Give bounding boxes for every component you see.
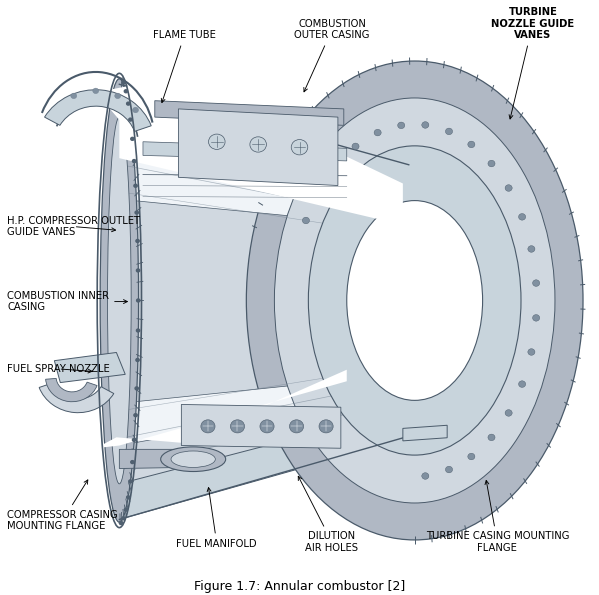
Circle shape: [126, 101, 131, 106]
Ellipse shape: [171, 451, 215, 468]
Circle shape: [132, 159, 137, 163]
Polygon shape: [119, 158, 415, 228]
Circle shape: [250, 137, 267, 152]
Polygon shape: [179, 109, 338, 186]
Circle shape: [533, 315, 540, 321]
Text: FUEL SPRAY NOZZLE: FUEL SPRAY NOZZLE: [7, 364, 110, 374]
Circle shape: [289, 420, 304, 433]
Wedge shape: [44, 90, 151, 131]
Polygon shape: [55, 352, 125, 383]
Circle shape: [71, 93, 77, 99]
Circle shape: [115, 93, 120, 99]
Circle shape: [201, 420, 215, 433]
Circle shape: [316, 188, 322, 195]
Polygon shape: [96, 369, 347, 448]
Circle shape: [136, 298, 141, 303]
Circle shape: [128, 479, 133, 484]
Circle shape: [231, 420, 244, 433]
Circle shape: [135, 239, 140, 243]
Polygon shape: [119, 84, 415, 194]
Circle shape: [519, 381, 526, 387]
Circle shape: [446, 128, 453, 134]
Wedge shape: [39, 383, 114, 413]
Circle shape: [121, 80, 126, 85]
Ellipse shape: [100, 79, 138, 522]
Text: FLAME TUBE: FLAME TUBE: [153, 30, 216, 102]
Circle shape: [93, 88, 99, 93]
Ellipse shape: [161, 447, 226, 471]
Polygon shape: [119, 449, 184, 468]
Text: COMBUSTION INNER
CASING: COMBUSTION INNER CASING: [7, 291, 128, 312]
Circle shape: [319, 420, 333, 433]
Polygon shape: [96, 76, 403, 225]
Polygon shape: [155, 101, 344, 126]
Circle shape: [128, 117, 133, 122]
Polygon shape: [403, 425, 447, 441]
Circle shape: [123, 89, 128, 93]
Circle shape: [332, 163, 339, 170]
Text: DILUTION
AIR HOLES: DILUTION AIR HOLES: [298, 476, 358, 553]
Ellipse shape: [274, 98, 555, 503]
Circle shape: [260, 420, 274, 433]
Circle shape: [505, 409, 512, 416]
Circle shape: [528, 246, 535, 252]
Polygon shape: [119, 407, 415, 519]
Circle shape: [533, 280, 540, 286]
Ellipse shape: [347, 201, 483, 400]
Circle shape: [291, 140, 308, 155]
Circle shape: [134, 211, 139, 215]
Text: TURBINE CASING MOUNTING
FLANGE: TURBINE CASING MOUNTING FLANGE: [426, 480, 569, 553]
Text: COMBUSTION
OUTER CASING: COMBUSTION OUTER CASING: [294, 19, 370, 92]
Circle shape: [132, 438, 137, 442]
Ellipse shape: [108, 117, 131, 484]
Circle shape: [422, 472, 429, 480]
Circle shape: [123, 508, 128, 512]
Wedge shape: [46, 378, 97, 402]
Circle shape: [398, 122, 405, 129]
Circle shape: [130, 137, 135, 141]
Circle shape: [208, 134, 225, 149]
Circle shape: [468, 453, 475, 460]
Circle shape: [136, 268, 140, 273]
Circle shape: [352, 143, 359, 150]
Text: H.P. COMPRESSOR OUTLET
GUIDE VANES: H.P. COMPRESSOR OUTLET GUIDE VANES: [7, 216, 140, 237]
Ellipse shape: [308, 146, 521, 455]
Text: Figure 1.7: Annular combustor [2]: Figure 1.7: Annular combustor [2]: [194, 580, 405, 593]
Ellipse shape: [246, 61, 583, 540]
Text: COMPRESSOR CASING
MOUNTING FLANGE: COMPRESSOR CASING MOUNTING FLANGE: [7, 480, 118, 531]
Circle shape: [134, 386, 139, 390]
Circle shape: [136, 328, 140, 333]
Text: FUEL MANIFOLD: FUEL MANIFOLD: [177, 487, 257, 549]
Circle shape: [505, 184, 512, 192]
Circle shape: [133, 184, 138, 188]
Circle shape: [519, 214, 526, 220]
Circle shape: [126, 495, 131, 500]
Circle shape: [133, 413, 138, 417]
Polygon shape: [119, 373, 415, 446]
Circle shape: [119, 521, 123, 525]
Circle shape: [121, 516, 126, 521]
Circle shape: [446, 466, 453, 473]
Circle shape: [302, 217, 310, 224]
Text: TURBINE
NOZZLE GUIDE
VANES: TURBINE NOZZLE GUIDE VANES: [491, 7, 574, 119]
Circle shape: [135, 358, 140, 362]
Polygon shape: [143, 142, 347, 161]
Circle shape: [374, 129, 381, 136]
Circle shape: [488, 434, 495, 441]
Polygon shape: [119, 120, 415, 484]
Circle shape: [488, 160, 495, 167]
Circle shape: [130, 460, 135, 464]
Circle shape: [132, 107, 138, 112]
Circle shape: [422, 121, 429, 129]
Circle shape: [528, 349, 535, 355]
Circle shape: [468, 141, 475, 148]
Polygon shape: [181, 405, 341, 448]
